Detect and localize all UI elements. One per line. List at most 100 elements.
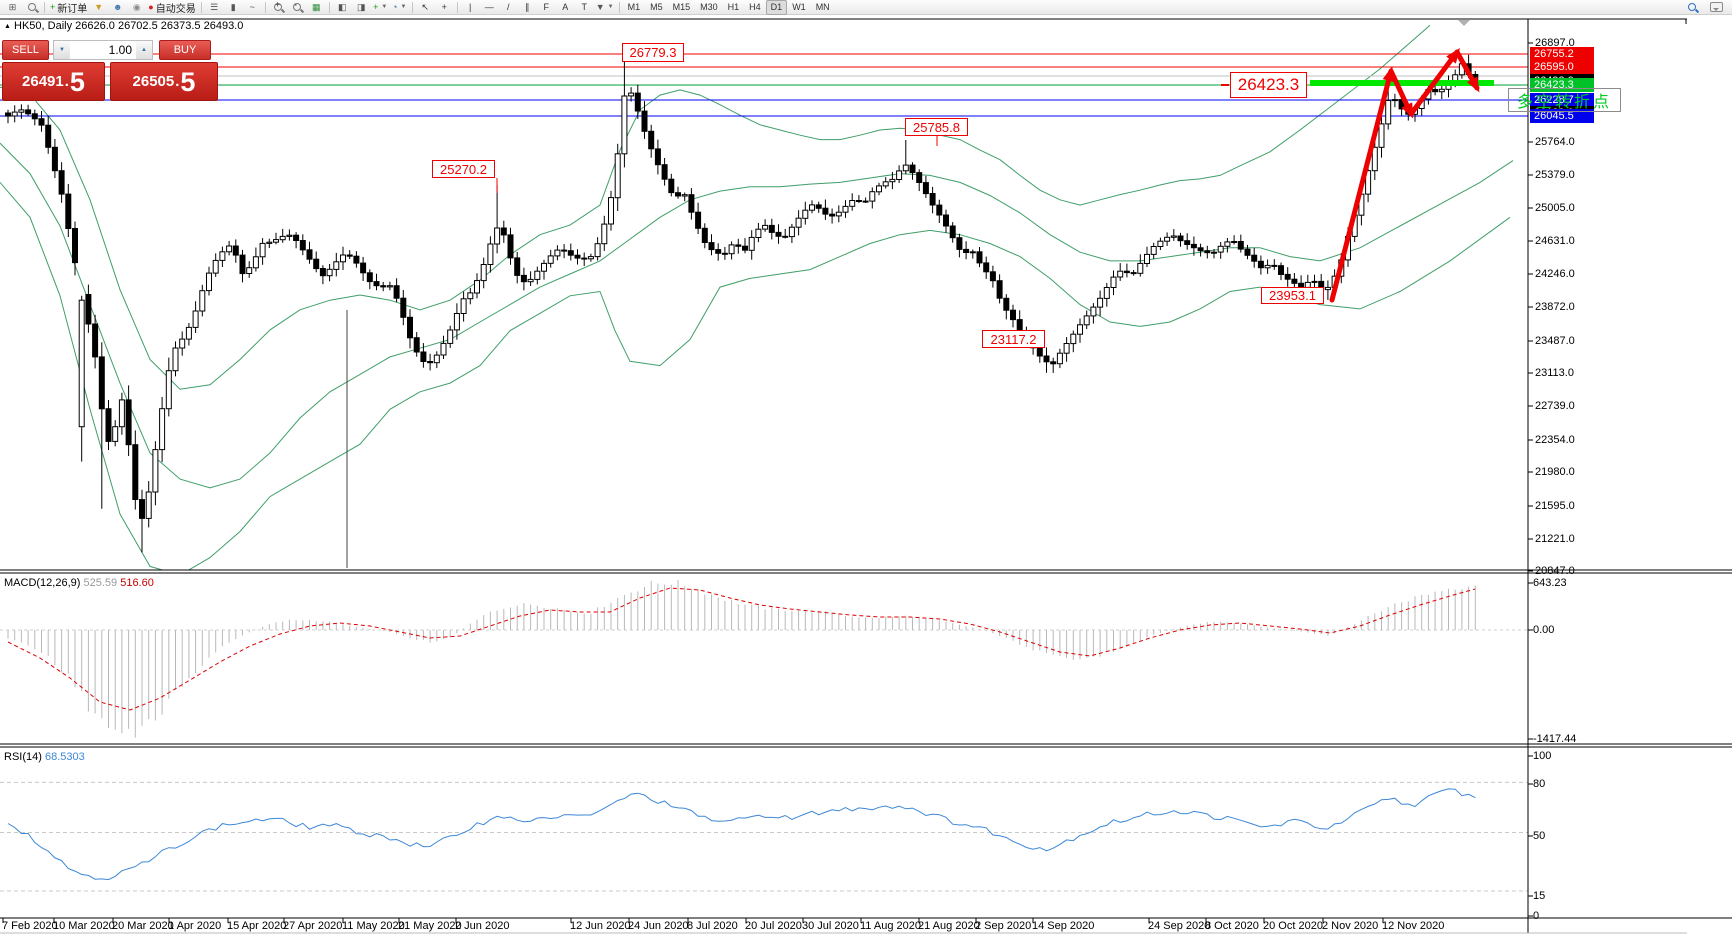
periods-icon-dropdown-icon: ▼ xyxy=(400,4,407,10)
volume-decrease-button[interactable]: ▼ xyxy=(53,40,70,60)
macd-label: MACD(12,26,9) 525.59 516.60 xyxy=(4,577,154,589)
price-tick: 22354.0 xyxy=(1535,434,1575,446)
one-click-trading-panel: SELL ▼ ▲ BUY 26491.5 26505.5 xyxy=(2,40,218,101)
date-label: 12 Nov 2020 xyxy=(1382,920,1445,932)
tile-windows-icon[interactable]: ▦ xyxy=(307,1,326,14)
zoom-out-icon-glyph: - xyxy=(293,0,302,11)
price-tick: 22739.0 xyxy=(1535,400,1575,412)
arrows-list-icon[interactable]: ▼ ▼ xyxy=(594,1,616,14)
chart-window-icon[interactable]: ⊞ xyxy=(3,1,22,14)
toolbar-separator xyxy=(328,1,330,13)
history-center-icon[interactable]: ▼ xyxy=(89,1,108,14)
volume-increase-button[interactable]: ▲ xyxy=(136,40,153,60)
price-label-25785[interactable]: 25785.8 xyxy=(905,118,968,136)
buy-price-button[interactable]: 26505. 5 xyxy=(110,62,218,101)
line-chart-icon[interactable]: ~ xyxy=(243,1,262,14)
chat-icon[interactable] xyxy=(1710,2,1723,12)
price-label-26423[interactable]: 26423.3 xyxy=(1230,72,1307,98)
timeframe-m15[interactable]: M15 xyxy=(672,1,691,12)
fibonacci-icon-glyph: F xyxy=(543,1,549,12)
timeframe-h4[interactable]: H4 xyxy=(749,1,761,12)
price-label-23953[interactable]: 23953.1 xyxy=(1261,287,1324,304)
zigzag-arrowhead xyxy=(1466,76,1480,93)
date-label: 14 Sep 2020 xyxy=(1032,920,1095,932)
cursor-icon[interactable]: ↖ xyxy=(416,1,435,14)
search-icon[interactable] xyxy=(1688,3,1696,11)
text-icon[interactable]: A xyxy=(556,1,575,14)
trendline-icon[interactable]: / xyxy=(499,1,518,14)
date-label: 8 Jul 2020 xyxy=(687,920,738,932)
rsi-tick: 80 xyxy=(1533,778,1546,790)
chart-window-icon-glyph: ⊞ xyxy=(8,1,17,12)
equidistant-channel-icon[interactable]: ∥ xyxy=(518,1,537,14)
toolbar-separator xyxy=(456,1,458,13)
zoom-in-icon[interactable]: + xyxy=(269,0,288,14)
toolbar-separator xyxy=(264,1,266,13)
fibonacci-icon[interactable]: F xyxy=(537,1,556,14)
zoom-in-icon-glyph: + xyxy=(274,0,283,11)
price-tick: 25764.0 xyxy=(1535,136,1575,148)
print-preview-icon[interactable] xyxy=(22,1,41,14)
sell-button[interactable]: SELL xyxy=(2,40,49,60)
crosshair-icon[interactable]: + xyxy=(435,1,454,14)
accounts-icon-glyph: ☻ xyxy=(113,1,123,12)
text-label-icon[interactable]: T xyxy=(575,1,594,14)
macd-tick: 0.00 xyxy=(1533,624,1555,636)
timeframe-w1[interactable]: W1 xyxy=(792,1,806,12)
candlestick-chart-icon[interactable]: ▮ xyxy=(224,1,243,14)
indicator-window-alt-icon[interactable]: ◨ xyxy=(352,1,371,14)
collapse-marker-icon: ▲ xyxy=(4,23,11,30)
date-label: 20 Mar 2020 xyxy=(112,920,174,932)
level-lines[interactable] xyxy=(0,53,1528,117)
date-label: 11 Aug 2020 xyxy=(860,920,921,932)
signals-icon-glyph: ◉ xyxy=(132,1,141,12)
price-label-26779[interactable]: 26779.3 xyxy=(622,43,684,62)
volume-input[interactable] xyxy=(70,40,136,60)
autoscroll-marker-icon[interactable] xyxy=(1458,20,1470,26)
toolbar: ⊞ + 新订单 ▼ ☻ ◉ ● 自动交易 ☰ ▮ ~ + - ▦ ◧ ◨ + ▼ ◔ ▼ ↖ + | — / ∥ F A T ▼ ▼ M1 M5… xyxy=(0,0,1732,15)
price-label-23117[interactable]: 23117.2 xyxy=(982,330,1045,348)
auto-trading-button[interactable]: ● 自动交易 xyxy=(146,1,197,15)
price-tick: 20847.0 xyxy=(1535,565,1575,577)
price-label-25270[interactable]: 25270.2 xyxy=(432,160,495,178)
vertical-line-icon[interactable]: | xyxy=(461,1,480,14)
new-order-button[interactable]: + 新订单 xyxy=(48,1,89,15)
price-tick: 25379.0 xyxy=(1535,169,1575,181)
date-label: 2 Sep 2020 xyxy=(975,920,1032,932)
accounts-icon[interactable]: ☻ xyxy=(108,1,127,14)
indicator-window-icon[interactable]: ◧ xyxy=(333,1,352,14)
add-indicator-icon-glyph: + xyxy=(373,1,379,12)
zoom-out-icon[interactable]: - xyxy=(288,0,307,14)
bar-chart-icon[interactable]: ☰ xyxy=(205,1,224,14)
trend-zigzag[interactable] xyxy=(1329,47,1480,303)
price-tick: 24246.0 xyxy=(1535,268,1575,280)
print-preview-icon-glyph xyxy=(27,3,36,11)
timeframe-m1[interactable]: M1 xyxy=(627,1,641,12)
rsi-tick: 50 xyxy=(1533,830,1546,842)
timeframe-h1[interactable]: H1 xyxy=(727,1,740,12)
sell-price-button[interactable]: 26491. 5 xyxy=(2,62,105,101)
sell-price-frac: 5 xyxy=(69,66,85,97)
new-order-button-label: 新订单 xyxy=(57,3,88,15)
price-badge-26595.0: 26595.0 xyxy=(1530,60,1594,74)
add-indicator-icon[interactable]: + ▼ xyxy=(371,1,390,14)
buy-button[interactable]: BUY xyxy=(159,40,211,60)
periods-icon-glyph: ◔ xyxy=(392,1,398,12)
arrows-list-icon-dropdown-icon: ▼ xyxy=(607,4,614,10)
date-label: 20 Oct 2020 xyxy=(1263,920,1323,932)
arrows-list-icon-glyph: ▼ xyxy=(595,1,605,12)
signals-icon[interactable]: ◉ xyxy=(127,1,146,14)
timeframe-d1[interactable]: D1 xyxy=(765,0,788,15)
candlestick-chart-icon-glyph: ▮ xyxy=(230,1,236,12)
date-label: 12 Jun 2020 xyxy=(570,920,631,932)
support-bar[interactable] xyxy=(1310,80,1494,86)
chart-ohlc: 26626.0 26702.5 26373.5 26493.0 xyxy=(75,20,244,32)
periods-icon[interactable]: ◔ ▼ xyxy=(390,1,409,14)
timeframe-m30[interactable]: M30 xyxy=(700,1,718,12)
timeframe-mn[interactable]: MN xyxy=(815,1,830,12)
timeframe-m5[interactable]: M5 xyxy=(650,1,663,12)
horizontal-line-icon[interactable]: — xyxy=(480,1,499,14)
turning-point-note[interactable]: 多空转折点 xyxy=(1508,88,1621,112)
band-upper xyxy=(0,24,1431,390)
